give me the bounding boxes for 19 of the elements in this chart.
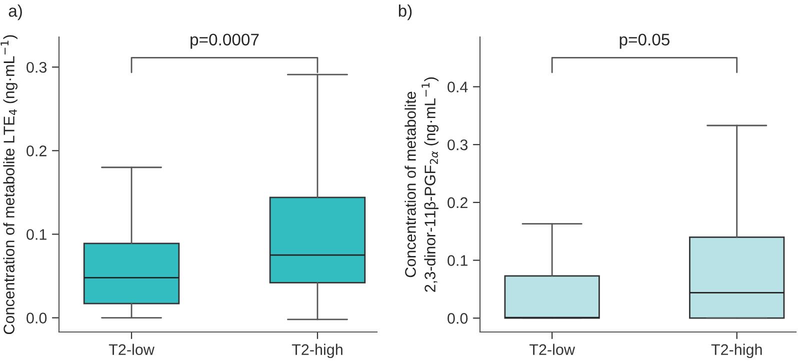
text: b): [398, 4, 412, 20]
x-tick-label: T2-low: [529, 344, 576, 356]
y-tick-label: 0.3: [26, 62, 47, 73]
x-tick-label: T2-high: [292, 344, 342, 358]
text: a): [8, 4, 22, 20]
y-tick-label: 0.1: [448, 255, 468, 266]
y-tick-label: 0.4: [448, 82, 468, 92]
annotation: p=0.05: [620, 34, 670, 49]
y-tick-label: 0.3: [448, 139, 468, 150]
y-tick-label: 0.2: [448, 197, 468, 208]
y-tick-label: 0.0: [26, 312, 47, 324]
y-tick-label: 0.2: [26, 146, 46, 156]
y-axis-title: Concentration of metabolite LTE$_{4}$ (ng·mL$^{−1}$): [0, 35, 18, 334]
annotation: p=0.0007: [190, 34, 259, 49]
x-tick-label: T2-high: [711, 344, 762, 358]
y-tick-label: 0.0: [448, 312, 468, 324]
y-tick-label: 0.1: [26, 229, 46, 240]
x-tick-label: T2-low: [108, 344, 154, 356]
y-axis-title: Concentration of metabolite 2,3-dinor-11β-PGF$_{2α}$ (ng·mL$^{−1}$): [404, 77, 438, 292]
